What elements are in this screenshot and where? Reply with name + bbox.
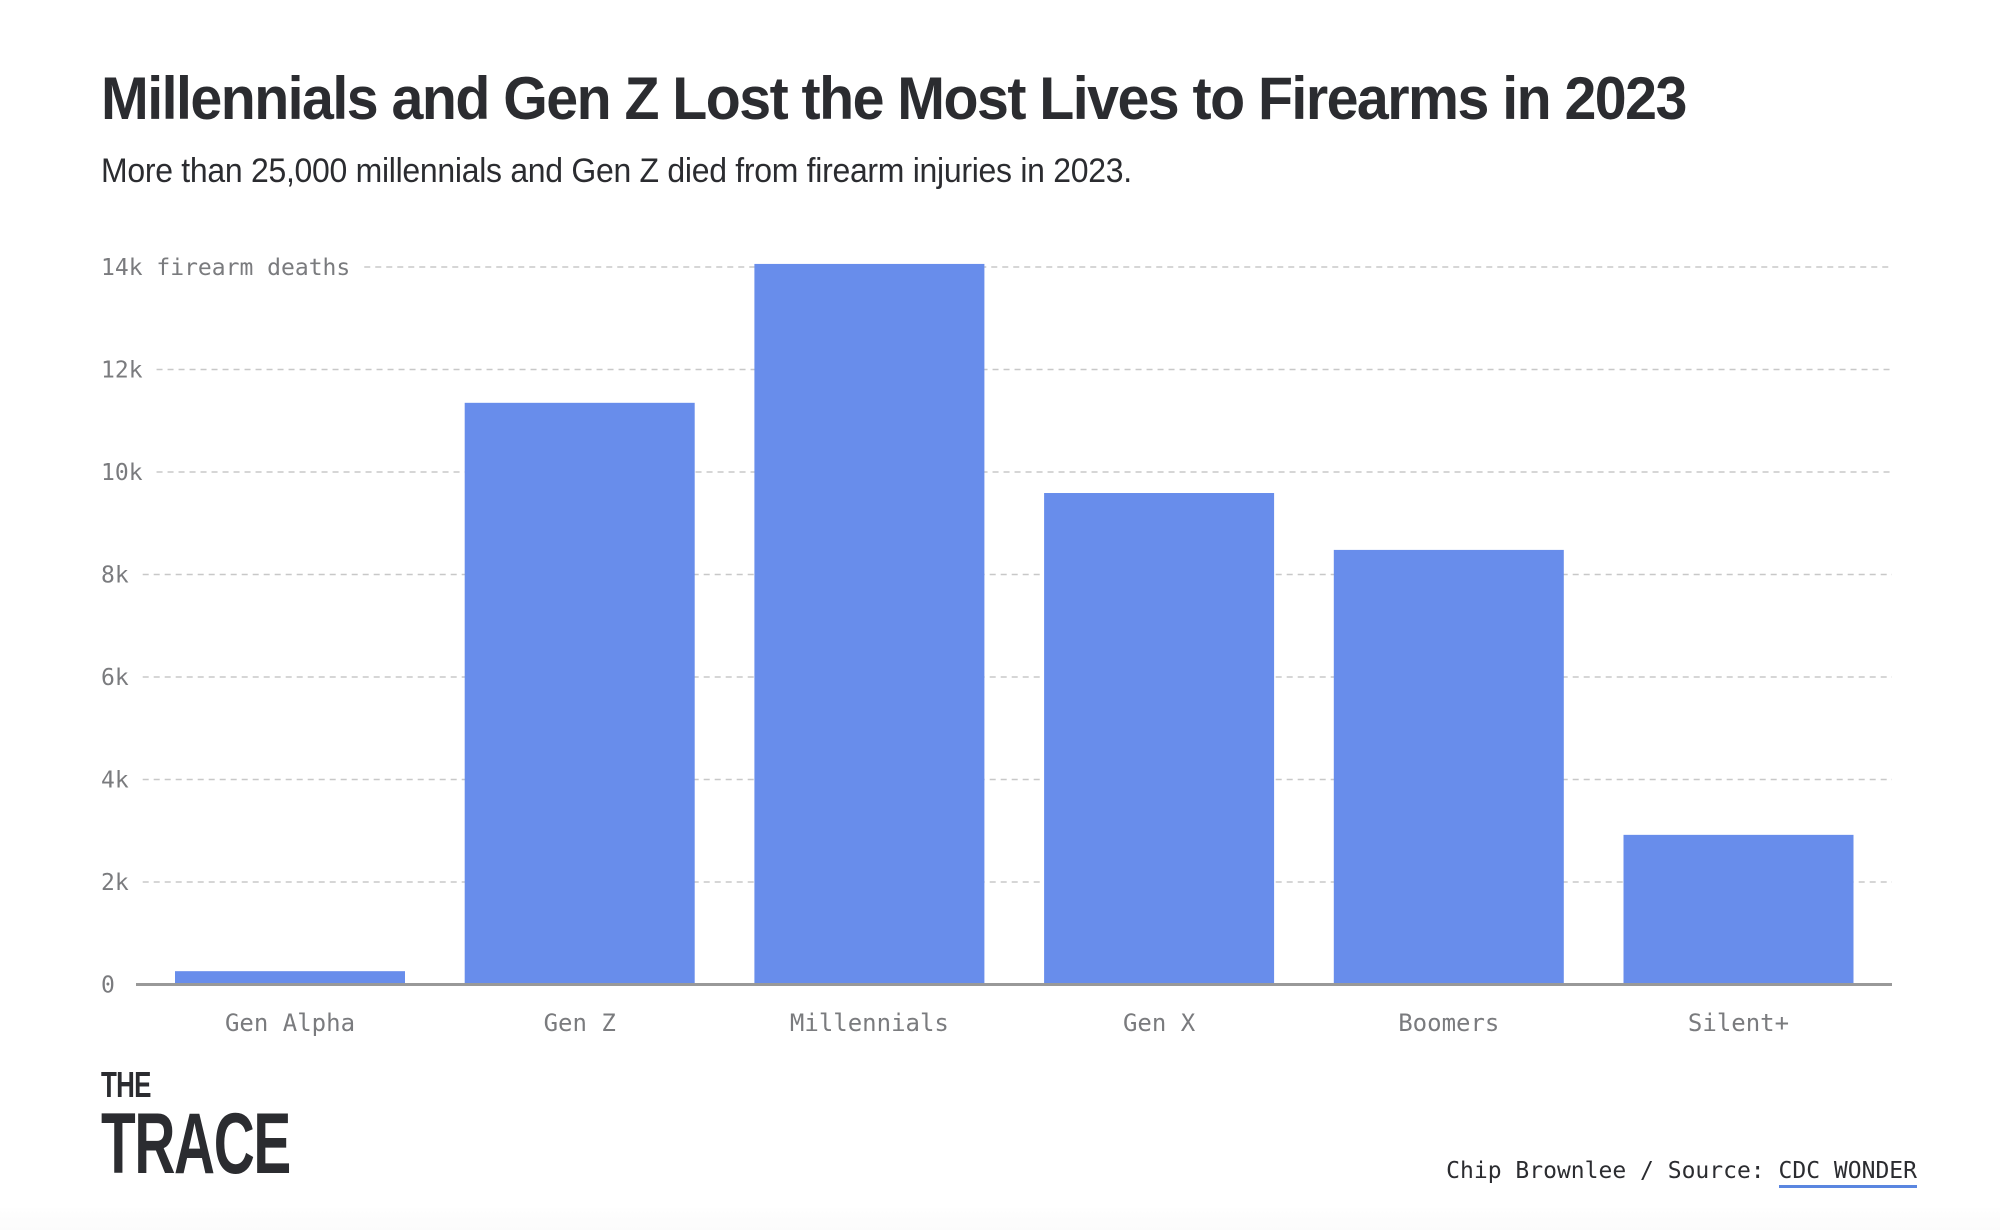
- bar-silent: [1623, 834, 1854, 985]
- x-axis-category-labels: Gen Alpha Gen Z Millennials Gen X Boomers Sil…: [225, 1009, 1789, 1037]
- bars: [175, 263, 1854, 985]
- x-category-label: Gen X: [1123, 1009, 1196, 1037]
- y-tick-label: 0: [101, 973, 115, 999]
- credit-text: Chip Brownlee / Source:: [1446, 1158, 1779, 1184]
- gridlines: [142, 266, 1892, 883]
- chart-title: Millennials and Gen Z Lost the Most Live…: [101, 65, 1687, 132]
- bottom-band: [0, 1208, 2000, 1230]
- bar-gen-z: [464, 402, 695, 985]
- x-category-label: Gen Z: [544, 1009, 616, 1037]
- y-tick-label: 12k: [101, 358, 143, 384]
- bar-gen-alpha: [175, 971, 405, 985]
- y-axis-tick-labels: 0 2k 4k 6k 8k 10k 12k 14k firearm deaths: [101, 255, 350, 999]
- x-category-label: Gen Alpha: [225, 1009, 355, 1037]
- logo-line-trace: TRACE: [101, 1096, 291, 1192]
- y-tick-label: 14k firearm deaths: [101, 255, 350, 281]
- chart-subtitle: More than 25,000 millennials and Gen Z d…: [101, 152, 1132, 190]
- x-category-label: Silent+: [1688, 1009, 1789, 1037]
- credit-line: Chip Brownlee / Source: CDC WONDER: [1446, 1158, 1917, 1188]
- y-tick-label: 4k: [101, 768, 129, 794]
- logo-line-the: THE: [101, 1064, 151, 1105]
- source-link[interactable]: CDC WONDER: [1778, 1158, 1917, 1188]
- x-category-label: Millennials: [790, 1009, 949, 1037]
- bar-boomers: [1333, 549, 1564, 985]
- bar-millennials: [754, 263, 985, 985]
- y-tick-label: 2k: [101, 870, 129, 896]
- bar-gen-x: [1044, 493, 1275, 985]
- y-tick-label: 8k: [101, 563, 129, 589]
- y-tick-label: 10k: [101, 460, 143, 486]
- x-category-label: Boomers: [1398, 1009, 1499, 1037]
- the-trace-logo: THE TRACE: [101, 1064, 387, 1192]
- y-tick-label: 6k: [101, 665, 129, 691]
